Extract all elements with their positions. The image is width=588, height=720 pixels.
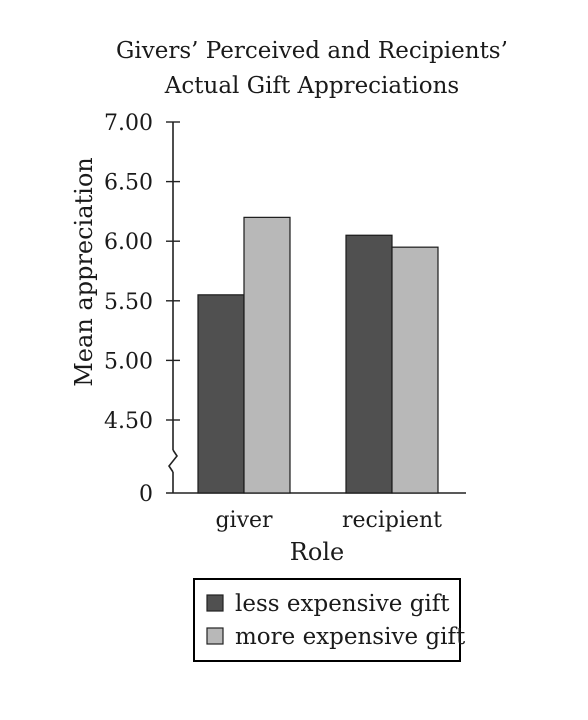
y-tick-label: 4.50 <box>104 409 153 434</box>
y-tick-label: 5.50 <box>104 290 153 315</box>
bars <box>197 216 439 494</box>
y-tick-label: 0 <box>139 482 153 507</box>
chart-title-line-2: Actual Gift Appreciations <box>164 73 459 99</box>
y-tick-label: 5.00 <box>104 349 153 374</box>
y-tick-label: 6.50 <box>104 171 153 196</box>
x-tick-label-recipient: recipient <box>342 508 442 533</box>
bar-recipient-more-expensive <box>391 246 439 494</box>
axes: 7.00 6.50 6.00 5.50 5.00 4.50 0 <box>104 111 466 507</box>
legend-box <box>193 578 461 662</box>
legend-label-less-expensive: less expensive gift <box>235 591 450 617</box>
bar-giver-more-expensive <box>243 216 291 494</box>
x-tick-label-giver: giver <box>215 508 273 533</box>
y-tick-label: 6.00 <box>104 230 153 255</box>
y-tick-label: 7.00 <box>104 111 153 136</box>
legend-label-more-expensive: more expensive gift <box>235 624 466 650</box>
x-tick-labels: giver recipient <box>215 508 442 533</box>
x-axis-label: Role <box>290 538 344 566</box>
bar-recipient-less-expensive <box>345 234 393 494</box>
axis-break-mark <box>168 449 178 473</box>
y-axis-label: Mean appreciation <box>70 157 98 387</box>
chart-title-line-1: Givers’ Perceived and Recipients’ <box>116 38 508 64</box>
legend-swatch-more-expensive <box>206 627 224 645</box>
legend-swatch-less-expensive <box>206 594 224 612</box>
bar-giver-less-expensive <box>197 294 245 494</box>
legend: less expensive gift more expensive gift <box>193 578 466 662</box>
